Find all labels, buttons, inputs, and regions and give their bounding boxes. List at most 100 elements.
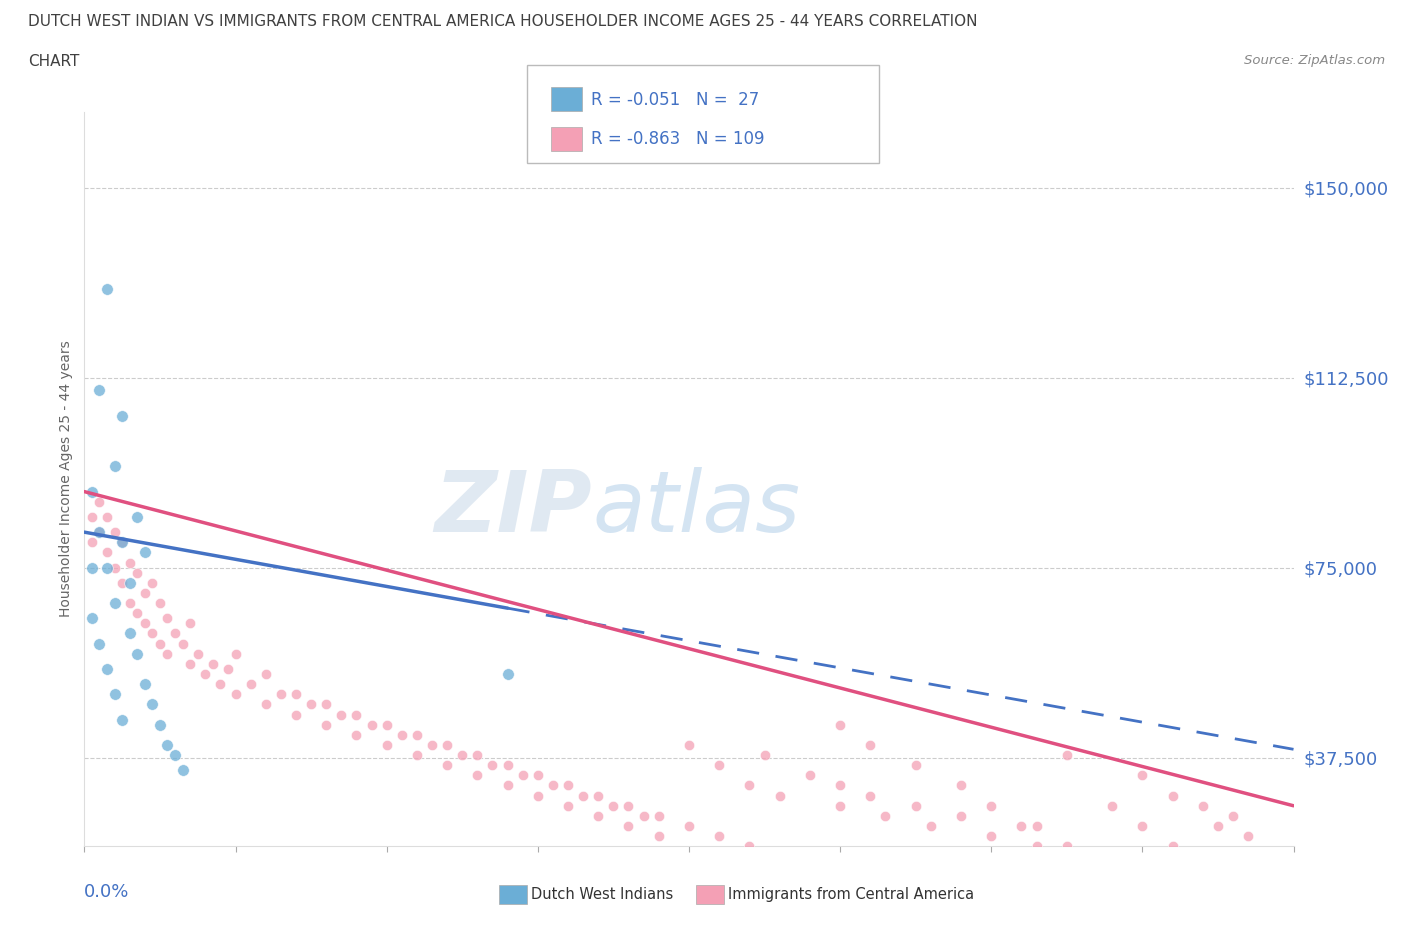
Point (149, 595, 172, 610)
Point (156, 737, 179, 752)
Point (127, 646, 149, 661)
Point (738, 778, 761, 793)
Point (1130, 818, 1153, 833)
Point (1011, 818, 1033, 833)
Point (127, 565, 149, 580)
Point (481, 758, 503, 773)
Point (330, 707, 353, 722)
Point (588, 789, 610, 804)
Point (96, 282, 118, 297)
Point (467, 748, 489, 763)
Point (111, 408, 134, 423)
Point (436, 758, 458, 773)
Point (920, 818, 942, 833)
Point (225, 687, 247, 702)
Point (859, 789, 882, 804)
Text: atlas: atlas (592, 467, 800, 550)
Point (830, 778, 852, 793)
Text: R = -0.863   N = 109: R = -0.863 N = 109 (591, 130, 763, 149)
Point (950, 778, 973, 793)
Point (111, 712, 134, 727)
Point (648, 808, 671, 823)
Point (254, 667, 277, 682)
Point (950, 808, 973, 823)
Point (118, 626, 141, 641)
Point (179, 657, 201, 671)
Point (572, 789, 595, 804)
Point (149, 636, 172, 651)
Point (496, 778, 519, 793)
Point (678, 737, 700, 752)
Point (187, 646, 209, 661)
Point (104, 687, 127, 702)
Point (738, 839, 761, 854)
Point (165, 748, 187, 763)
Point (299, 697, 322, 711)
Point (315, 697, 337, 711)
Point (201, 657, 224, 671)
Point (1192, 798, 1215, 813)
Point (118, 555, 141, 570)
Point (602, 798, 624, 813)
Point (118, 576, 141, 591)
Point (875, 808, 897, 823)
Point (134, 586, 156, 601)
Point (111, 535, 134, 550)
Point (315, 717, 337, 732)
Point (89, 495, 111, 510)
Point (172, 763, 194, 777)
Point (467, 768, 489, 783)
Point (830, 798, 852, 813)
Point (134, 677, 156, 692)
Point (633, 808, 655, 823)
Point (346, 727, 368, 742)
Point (89, 383, 111, 398)
Point (769, 789, 792, 804)
Text: Source: ZipAtlas.com: Source: ZipAtlas.com (1244, 54, 1385, 67)
Point (406, 727, 429, 742)
Point (830, 717, 852, 732)
Point (96, 661, 118, 676)
Point (209, 677, 232, 692)
Point (141, 576, 163, 591)
Point (104, 595, 127, 610)
Point (557, 798, 579, 813)
Point (451, 748, 474, 763)
Point (141, 697, 163, 711)
Point (285, 707, 308, 722)
Point (588, 808, 610, 823)
Point (239, 677, 262, 692)
Text: 0.0%: 0.0% (84, 884, 129, 901)
Point (1025, 818, 1047, 833)
Point (96, 510, 118, 525)
Point (104, 560, 127, 575)
Point (1025, 839, 1047, 854)
Point (104, 525, 127, 539)
Point (194, 667, 217, 682)
Point (360, 717, 382, 732)
Point (375, 737, 398, 752)
Point (420, 737, 443, 752)
Point (156, 646, 179, 661)
Point (80, 611, 103, 626)
Point (709, 829, 731, 844)
Text: Immigrants from Central America: Immigrants from Central America (728, 887, 974, 902)
Point (799, 768, 821, 783)
Point (1222, 808, 1244, 823)
Point (134, 616, 156, 631)
Point (89, 525, 111, 539)
Point (859, 737, 882, 752)
Point (904, 758, 927, 773)
Point (346, 707, 368, 722)
Point (406, 748, 429, 763)
Point (496, 758, 519, 773)
Point (270, 687, 292, 702)
Text: Dutch West Indians: Dutch West Indians (531, 887, 673, 902)
Point (254, 697, 277, 711)
Point (904, 798, 927, 813)
Point (127, 605, 149, 620)
Point (527, 789, 550, 804)
Point (111, 535, 134, 550)
Point (156, 611, 179, 626)
Point (678, 818, 700, 833)
